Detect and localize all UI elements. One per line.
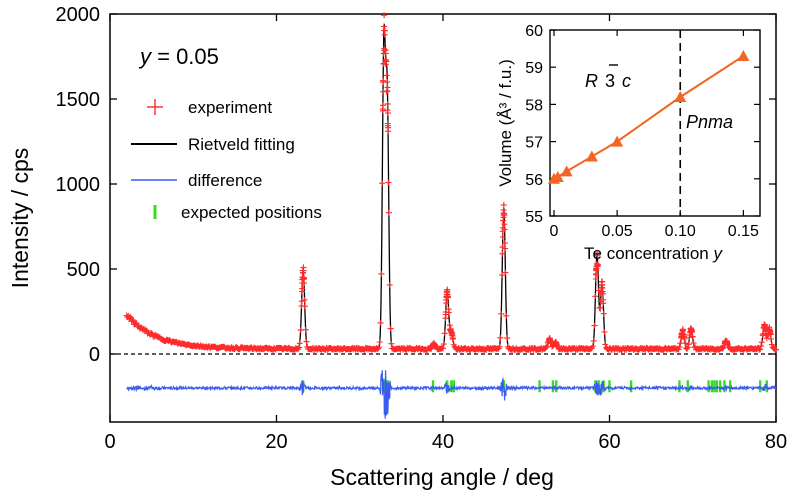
legend-label-expected: expected positions	[181, 203, 322, 222]
inset-x-tick-label: 0	[550, 223, 559, 240]
legend-item-difference: difference	[131, 171, 262, 190]
volume-point-triangle	[737, 50, 750, 62]
main-y-tick-label: 2000	[56, 4, 101, 26]
phase-left-digit: 3	[605, 71, 615, 91]
inset-x-label-variable: y	[712, 244, 723, 263]
legend-item-experiment: experiment	[147, 98, 272, 117]
inset-x-tick-label: 0.05	[602, 223, 633, 240]
volume-point-triangle	[611, 135, 624, 147]
main-y-tick-label: 500	[67, 259, 100, 281]
main-y-axis-label: Intensity / cps	[7, 148, 33, 289]
composition-annotation: y = 0.05	[138, 44, 219, 69]
volume-point-triangle	[585, 150, 598, 162]
main-x-tick-label: 80	[765, 431, 787, 453]
main-x-tick-label: 20	[265, 431, 287, 453]
volume-point-triangle	[674, 90, 687, 102]
inset-y-tick-label: 57	[525, 135, 543, 152]
main-plot: 0 500 1000 1500 2000 0 20 40 60 80 Scattering an…	[7, 4, 787, 490]
inset-y-tick-label: 58	[525, 97, 543, 114]
phase-left-suffix: c	[622, 71, 631, 91]
inset-frame	[549, 29, 761, 217]
legend-item-expected: expected positions	[153, 203, 322, 222]
inset-x-axis-label: Te concentration y	[584, 244, 723, 263]
inset-y-tick-label: 59	[525, 60, 543, 77]
main-y-tick-label: 1500	[56, 89, 101, 111]
legend-label-experiment: experiment	[188, 98, 272, 117]
volume-series-markers	[548, 50, 750, 184]
inset-background	[550, 30, 760, 216]
main-x-tick-label: 40	[432, 431, 454, 453]
main-x-axis-label: Scattering angle / deg	[330, 464, 554, 490]
main-y-ticks: 0 500 1000 1500 2000	[56, 4, 776, 366]
legend-item-fitting: Rietveld fitting	[131, 135, 295, 154]
main-x-tick-label: 0	[104, 431, 115, 453]
inset-x-tick-label: 0.15	[728, 223, 759, 240]
legend-label-fitting: Rietveld fitting	[188, 135, 295, 154]
inset-x-ticks: 0 0.05 0.10 0.15	[550, 30, 759, 240]
legend: experiment Rietveld fitting difference e…	[131, 98, 322, 222]
main-y-tick-label: 1000	[56, 174, 101, 196]
composition-value: = 0.05	[151, 44, 219, 69]
inset-y-tick-label: 55	[525, 209, 543, 226]
volume-point-triangle	[560, 165, 573, 177]
main-y-tick-label: 0	[89, 344, 100, 366]
experiment-points	[123, 12, 779, 353]
inset-y-axis-label: Volume (Å³ / f.u.)	[496, 59, 515, 187]
difference-series-line	[126, 370, 777, 419]
main-x-tick-label: 60	[598, 431, 620, 453]
phase-label-right: Pnma	[686, 112, 733, 132]
legend-label-difference: difference	[188, 171, 262, 190]
phase-left-letter: R	[585, 71, 598, 91]
volume-point-triangle	[551, 170, 564, 182]
main-x-ticks: 0 20 40 60 80	[104, 14, 787, 453]
inset-y-tick-label: 56	[525, 172, 543, 189]
composition-variable: y	[138, 44, 153, 69]
inset-x-tick-label: 0.10	[665, 223, 696, 240]
inset-y-ticks: 55 56 57 58 59 60	[525, 23, 760, 226]
inset-y-tick-label: 60	[525, 23, 543, 40]
experiment-markers	[123, 12, 779, 353]
inset-x-label-text: Te concentration	[584, 244, 713, 263]
